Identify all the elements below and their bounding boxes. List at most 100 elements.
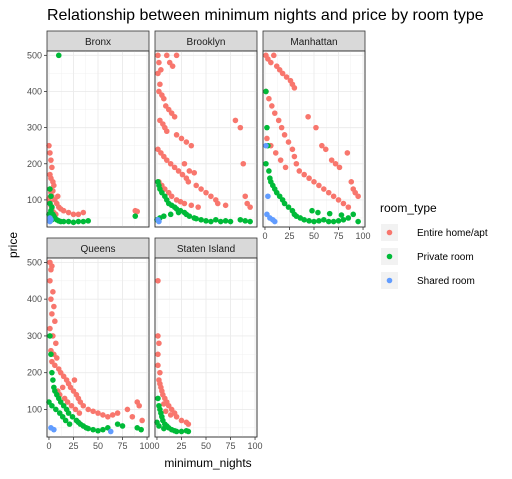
data-point — [85, 406, 91, 413]
data-point — [85, 425, 91, 432]
x-tick-label: 75 — [334, 231, 344, 241]
data-point — [48, 193, 54, 200]
x-tick-label: 50 — [201, 441, 211, 451]
data-point — [76, 410, 83, 416]
y-tick-label: 100 — [27, 195, 42, 205]
data-point — [242, 218, 249, 224]
data-point — [65, 218, 72, 225]
data-point — [186, 213, 193, 219]
data-point — [95, 427, 101, 434]
data-point — [178, 428, 185, 435]
data-point — [355, 193, 361, 200]
legend: room_type Entire home/apt Private room Sha… — [380, 201, 488, 289]
data-point — [55, 52, 62, 59]
data-point — [240, 160, 247, 167]
y-tick-label: 500 — [27, 50, 42, 60]
data-point — [53, 406, 59, 413]
legend-label: Entire home/apt — [417, 228, 488, 239]
data-point — [335, 218, 342, 224]
data-point — [203, 189, 209, 196]
x-tick-label: 75 — [226, 441, 236, 451]
data-point — [90, 408, 96, 415]
facet-strip-label: Bronx — [85, 37, 111, 48]
data-point — [270, 52, 277, 59]
data-point — [49, 164, 55, 171]
data-point — [167, 412, 174, 418]
y-tick-label: 300 — [27, 123, 42, 133]
data-point — [193, 215, 199, 222]
data-point — [156, 59, 162, 66]
data-point — [51, 426, 57, 433]
data-point — [155, 52, 161, 59]
data-point — [124, 406, 131, 413]
data-point — [175, 209, 182, 216]
data-point — [155, 333, 161, 339]
data-point — [198, 216, 204, 223]
facet-strip-label: Staten Island — [177, 244, 235, 255]
data-point — [213, 216, 219, 223]
data-point — [80, 402, 87, 409]
data-point — [345, 204, 352, 210]
data-point — [198, 186, 204, 192]
data-point — [247, 218, 253, 225]
data-point — [203, 218, 209, 224]
data-point — [325, 189, 332, 196]
y-tick-label: 200 — [27, 368, 42, 378]
data-point — [49, 402, 55, 409]
data-point — [291, 153, 298, 160]
data-point — [281, 132, 288, 138]
legend-key-0 — [386, 229, 393, 236]
data-point — [48, 157, 54, 163]
data-point — [305, 113, 311, 120]
data-point — [272, 150, 279, 156]
facet-panel-border — [46, 50, 150, 228]
data-point — [51, 303, 57, 310]
data-point — [263, 160, 269, 167]
data-point — [293, 160, 300, 167]
data-point — [188, 202, 195, 209]
x-tick-label: 100 — [248, 441, 263, 451]
x-tick-label: 25 — [284, 231, 294, 241]
data-point — [227, 218, 234, 225]
data-point — [275, 117, 282, 124]
data-point — [60, 207, 67, 214]
data-point — [319, 142, 325, 149]
data-point — [162, 408, 169, 415]
data-point — [309, 207, 315, 214]
data-point — [313, 124, 319, 131]
legend-title: room_type — [380, 201, 437, 215]
data-point — [348, 179, 355, 185]
data-point — [263, 88, 269, 95]
data-point — [285, 139, 292, 145]
data-point — [68, 402, 75, 409]
data-point — [291, 85, 298, 91]
data-point — [181, 200, 188, 207]
data-point — [232, 117, 239, 124]
data-point — [114, 421, 121, 427]
data-point — [156, 423, 162, 429]
data-point — [265, 193, 271, 200]
data-point — [316, 182, 322, 189]
data-point — [85, 218, 91, 224]
data-point — [214, 200, 221, 207]
y-tick-label: 400 — [27, 294, 42, 304]
data-point — [264, 135, 270, 142]
data-point — [66, 421, 73, 427]
data-point — [185, 421, 192, 427]
data-point — [242, 193, 249, 200]
data-point — [75, 218, 82, 225]
data-point — [100, 426, 106, 433]
data-point — [48, 266, 54, 273]
data-point — [355, 218, 361, 225]
data-point — [278, 124, 285, 131]
data-point — [178, 417, 185, 424]
data-point — [266, 168, 272, 174]
data-point — [161, 425, 167, 432]
data-point — [50, 289, 56, 295]
data-point — [279, 70, 286, 77]
legend-label: Shared room — [417, 276, 475, 287]
data-point — [53, 340, 59, 347]
data-point — [161, 95, 167, 102]
data-point — [340, 216, 347, 223]
data-point — [46, 142, 52, 149]
